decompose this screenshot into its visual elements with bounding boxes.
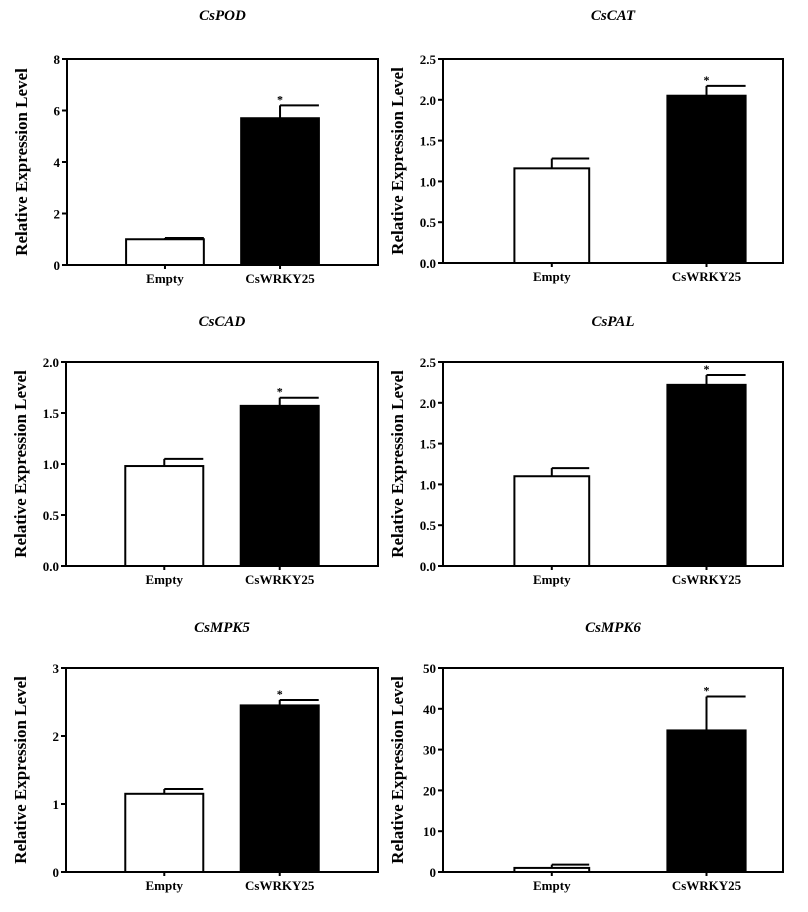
significance-marker: *: [704, 73, 710, 87]
y-tick-label: 2.0: [420, 396, 436, 411]
y-tick-label: 6: [54, 104, 61, 119]
y-tick-label: 2: [53, 729, 60, 744]
y-tick-label: 40: [423, 702, 436, 717]
chart-title: CsPAL: [591, 314, 634, 330]
y-axis-label: Relative Expression Level: [12, 68, 31, 256]
y-tick-label: 0.0: [420, 559, 436, 574]
x-tick-label: CsWRKY25: [672, 269, 742, 284]
plot-frame: [65, 667, 379, 873]
y-axis-label: Relative Expression Level: [388, 370, 407, 558]
x-tick-label: Empty: [145, 878, 183, 893]
x-tick-label: CsWRKY25: [245, 572, 315, 587]
significance-marker: *: [277, 92, 283, 106]
x-tick-label: Empty: [533, 572, 571, 587]
bar-cswrky25: [666, 729, 747, 874]
y-tick-label: 2.0: [420, 93, 436, 108]
chart-panel-cscad: CsCAD Relative Expression Level Empty * CsWR…: [11, 314, 379, 587]
significance-marker: *: [704, 684, 710, 698]
y-tick-label: 2: [54, 207, 61, 222]
significance-marker: *: [704, 362, 710, 376]
y-axis-label: Relative Expression Level: [388, 676, 407, 864]
plot-frame: [65, 361, 379, 567]
bar-cswrky25: [240, 117, 320, 266]
bar-empty: [513, 167, 591, 264]
y-tick-label: 1.0: [43, 457, 59, 472]
y-tick-label: 2.0: [43, 355, 59, 370]
y-tick-label: 0.5: [420, 518, 437, 533]
chart-title: CsMPK6: [585, 620, 641, 636]
bar-cswrky25: [666, 94, 747, 264]
y-tick-label: 0.5: [420, 215, 437, 230]
y-tick-label: 2.5: [420, 355, 437, 370]
x-tick-label: CsWRKY25: [672, 878, 742, 893]
plot-frame: [66, 58, 379, 266]
plot-frame: [442, 58, 784, 264]
plot-frame: [442, 361, 784, 567]
chart-title: CsCAD: [199, 314, 246, 330]
y-tick-label: 8: [54, 52, 61, 67]
chart-panel-csmpk5: CsMPK5 Relative Expression Level Empty * CsW…: [11, 620, 379, 893]
x-tick-label: Empty: [533, 878, 571, 893]
y-tick-label: 0.0: [420, 256, 436, 271]
x-tick-label: CsWRKY25: [245, 878, 315, 893]
y-tick-label: 0: [53, 865, 60, 880]
y-tick-label: 2.5: [420, 52, 437, 67]
x-tick-label: Empty: [533, 269, 571, 284]
y-tick-label: 3: [53, 661, 60, 676]
x-tick-label: CsWRKY25: [672, 572, 742, 587]
chart-title: CsPOD: [199, 8, 246, 24]
bar-cswrky25: [666, 383, 747, 567]
x-tick-label: CsWRKY25: [245, 271, 315, 286]
chart-panel-csmpk6: CsMPK6 Relative Expression Level Empty * CsW…: [388, 620, 784, 893]
y-tick-label: 0: [54, 258, 61, 273]
bar-empty: [124, 792, 205, 873]
chart-title: CsCAT: [591, 8, 636, 24]
y-tick-label: 1.5: [420, 134, 437, 149]
x-tick-label: Empty: [146, 271, 184, 286]
bar-empty: [124, 465, 205, 568]
y-tick-label: 0: [430, 865, 437, 880]
y-tick-label: 1.5: [43, 406, 60, 421]
x-tick-label: Empty: [145, 572, 183, 587]
significance-marker: *: [277, 687, 283, 701]
y-tick-label: 1.0: [420, 174, 436, 189]
y-tick-label: 4: [54, 155, 61, 170]
y-tick-label: 0.0: [43, 559, 59, 574]
y-tick-label: 1.0: [420, 477, 436, 492]
significance-marker: *: [277, 385, 283, 399]
y-tick-label: 30: [423, 743, 436, 758]
bar-cswrky25: [239, 404, 320, 567]
y-tick-label: 50: [423, 661, 436, 676]
y-axis-label: Relative Expression Level: [11, 676, 30, 864]
bar-empty: [513, 475, 591, 567]
y-axis-label: Relative Expression Level: [11, 370, 30, 558]
y-tick-label: 1: [53, 797, 60, 812]
y-axis-label: Relative Expression Level: [388, 67, 407, 255]
y-tick-label: 20: [423, 783, 436, 798]
bar-cswrky25: [239, 704, 320, 874]
chart-title: CsMPK5: [194, 620, 250, 636]
plot-frame: [442, 667, 784, 873]
chart-panel-cscat: CsCAT Relative Expression Level Empty * CsWR…: [388, 8, 784, 284]
chart-panel-cspal: CsPAL Relative Expression Level Empty * CsWR…: [388, 314, 784, 587]
y-tick-label: 0.5: [43, 508, 60, 523]
y-tick-label: 10: [423, 824, 436, 839]
bar-empty: [125, 238, 205, 266]
y-tick-label: 1.5: [420, 437, 437, 452]
chart-panel-cspod: CsPOD Relative Expression Level Empty * CsWR…: [12, 8, 379, 286]
